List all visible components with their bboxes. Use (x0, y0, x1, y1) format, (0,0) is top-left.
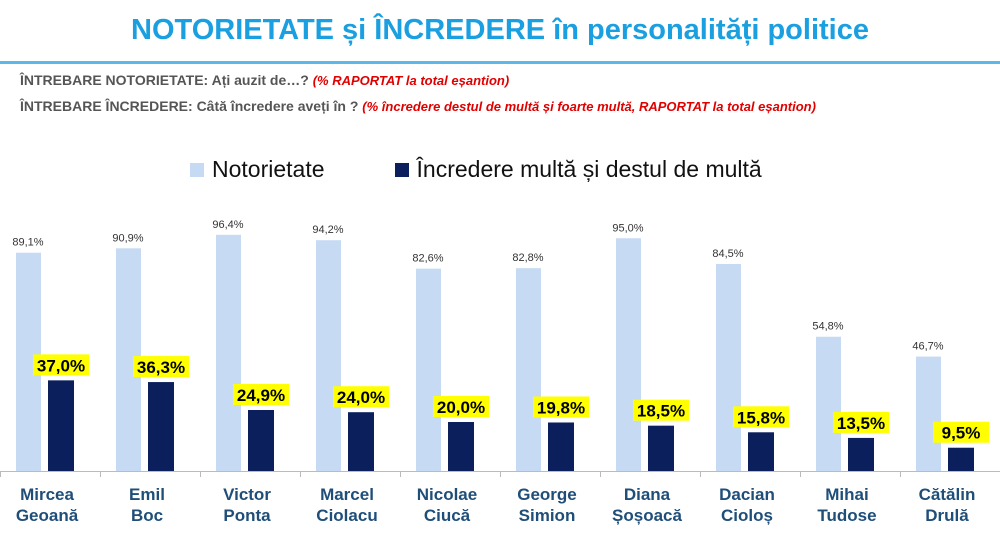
data-label-highlight (533, 396, 589, 418)
data-label-incredere: 24,0% (337, 388, 385, 407)
data-label-highlight (233, 383, 289, 405)
category-label: Cioloș (721, 506, 773, 525)
bar-incredere (348, 412, 374, 471)
bar-notorietate (816, 336, 841, 471)
legend-label: Notorietate (212, 156, 325, 182)
category-label: Cătălin (919, 485, 976, 504)
legend-swatch (394, 162, 409, 177)
category-label: Nicolae (417, 485, 477, 504)
bar-notorietate (516, 268, 541, 471)
data-label-highlight (33, 354, 89, 376)
bar-incredere (748, 432, 774, 471)
category-label: Ciucă (424, 506, 471, 525)
category-label: Victor (223, 485, 271, 504)
bar-notorietate (616, 238, 641, 471)
bar-notorietate (716, 263, 741, 471)
data-label-incredere: 13,5% (837, 414, 885, 433)
legend-item: Notorietate (190, 156, 325, 183)
bar-incredere (448, 422, 474, 471)
data-label-incredere: 18,5% (637, 402, 685, 421)
bar-notorietate (216, 234, 241, 471)
category-label: Emil (129, 485, 165, 504)
data-label-highlight (633, 399, 689, 421)
category-label: Marcel (320, 485, 374, 504)
bar-notorietate (416, 268, 441, 471)
data-label-incredere: 15,8% (737, 408, 785, 427)
category-label: Mircea (20, 485, 74, 504)
category-label: Ciolacu (316, 506, 377, 525)
category-label: Tudose (817, 506, 876, 525)
data-label-incredere: 19,8% (537, 398, 585, 417)
title-divider (0, 61, 1000, 64)
page-title: NOTORIETATE și ÎNCREDERE în personalităț… (131, 14, 869, 46)
category-label: Geoană (16, 506, 79, 525)
question-notorietate: ÎNTREBARE NOTORIETATE: Ați auzit de…? (%… (20, 72, 509, 88)
data-label-notorietate: 96,4% (212, 219, 243, 231)
bar-incredere (248, 409, 274, 471)
category-label: Boc (131, 506, 163, 525)
bar-incredere (948, 447, 974, 471)
category-label: Ponta (223, 506, 271, 525)
category-label: Dacian (719, 485, 775, 504)
data-label-notorietate: 54,8% (812, 321, 843, 333)
category-label: Șoșoacă (612, 506, 682, 525)
category-label: Simion (519, 506, 576, 525)
legend-item: Încredere multă și destul de multă (394, 156, 762, 183)
data-label-notorietate: 90,9% (112, 232, 143, 244)
category-label: Drulă (925, 506, 969, 525)
data-label-notorietate: 82,8% (512, 252, 543, 264)
data-label-notorietate: 82,6% (412, 253, 443, 265)
data-label-incredere: 24,9% (237, 386, 285, 405)
legend-swatch (190, 162, 204, 177)
question-note: (% încredere destul de multă și foarte m… (362, 99, 816, 114)
legend: Notorietate Încredere multă și destul de… (190, 156, 762, 183)
data-label-incredere: 37,0% (37, 356, 85, 375)
bar-incredere (848, 437, 874, 471)
data-label-highlight (933, 421, 989, 443)
category-label: Mihai (825, 485, 868, 504)
data-label-notorietate: 95,0% (612, 222, 643, 234)
data-label-highlight (833, 411, 889, 433)
data-label-notorietate: 89,1% (12, 237, 43, 249)
data-label-highlight (333, 386, 389, 408)
question-label: ÎNTREBARE NOTORIETATE: Ați auzit de…? (20, 72, 309, 88)
question-label: ÎNTREBARE ÎNCREDERE: Câtă încredere aveț… (20, 98, 359, 114)
question-note: (% RAPORTAT la total eșantion) (312, 73, 510, 88)
data-label-incredere: 20,0% (437, 398, 485, 417)
legend-label: Încredere multă și destul de multă (416, 156, 762, 182)
category-label: Diana (624, 485, 671, 504)
bar-incredere (48, 380, 74, 471)
data-label-notorietate: 84,5% (712, 248, 743, 260)
data-label-highlight (433, 396, 489, 417)
category-label: George (517, 485, 577, 504)
data-label-highlight (733, 406, 789, 428)
data-label-notorietate: 94,2% (312, 224, 343, 236)
question-incredere: ÎNTREBARE ÎNCREDERE: Câtă încredere aveț… (20, 98, 816, 114)
data-label-incredere: 9,5% (942, 424, 981, 443)
bar-incredere (548, 422, 574, 471)
bar-incredere (648, 425, 674, 471)
data-label-incredere: 36,3% (137, 358, 185, 377)
data-label-highlight (133, 356, 189, 378)
data-label-notorietate: 46,7% (912, 341, 943, 353)
bar-incredere (148, 382, 174, 471)
bar-notorietate (916, 356, 941, 471)
bar-notorietate (316, 240, 341, 471)
